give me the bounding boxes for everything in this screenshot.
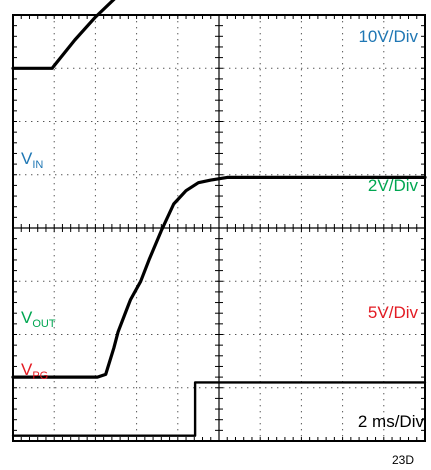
vin-scale-label: 10V/Div: [358, 27, 418, 46]
vpg-scale-label: 5V/Div: [368, 303, 419, 322]
figure-id: 23D: [392, 453, 414, 467]
graticule: [12, 14, 426, 442]
vin-channel-label-main: V: [21, 149, 33, 168]
vout-channel-label-sub: OUT: [32, 318, 56, 330]
vout-channel-label-main: V: [21, 308, 33, 327]
vin-channel-label-sub: IN: [32, 159, 43, 171]
vpg-channel-label-main: V: [21, 360, 33, 379]
plot-frame: [12, 14, 426, 442]
timebase-label: 2 ms/Div: [358, 412, 425, 431]
vpg-channel-label-sub: PG: [32, 370, 48, 382]
vpg-channel-label: VPG: [21, 360, 48, 382]
waveform-traces: [11, 0, 427, 437]
channel-labels: 10V/Div VIN 2V/Div VOUT 5V/Div VPG 2 ms/…: [21, 27, 424, 431]
vout-trace: [11, 175, 427, 379]
vin-channel-label: VIN: [21, 149, 43, 171]
vpg-trace: [11, 381, 427, 437]
vin-trace: [11, 0, 116, 70]
vout-scale-label: 2V/Div: [368, 176, 419, 195]
vout-channel-label: VOUT: [21, 308, 56, 330]
